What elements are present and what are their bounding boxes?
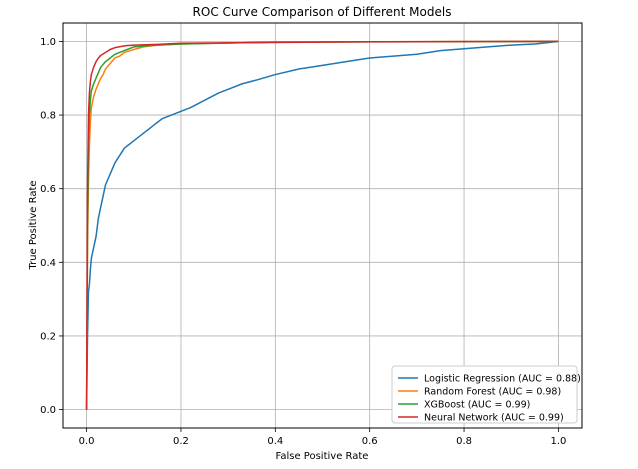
y-tick-label: 0.0 (40, 405, 56, 416)
legend-label: Neural Network (AUC = 0.99) (424, 413, 564, 424)
legend-label: Logistic Regression (AUC = 0.88) (424, 374, 581, 385)
x-tick-label: 1.0 (550, 436, 566, 447)
x-tick-label: 0.0 (79, 436, 95, 447)
legend-label: XGBoost (AUC = 0.99) (424, 400, 530, 411)
plot-frame (62, 22, 583, 429)
y-axis-ticks: 0.0 0.2 0.4 0.6 0.8 1.0 (40, 37, 63, 416)
legend: Logistic Regression (AUC = 0.88) Random F… (391, 365, 581, 424)
x-tick-label: 0.6 (362, 436, 378, 447)
y-tick-label: 0.6 (40, 184, 56, 195)
series-lines (85, 40, 559, 410)
x-tick-label: 0.2 (173, 436, 189, 447)
grid-lines (63, 23, 582, 428)
chart-title: ROC Curve Comparison of Different Models (193, 5, 452, 19)
x-axis-ticks: 0.0 0.2 0.4 0.6 0.8 1.0 (79, 428, 566, 447)
series-line-3 (85, 40, 559, 410)
x-axis-label: False Positive Rate (276, 451, 369, 462)
x-tick-label: 0.8 (456, 436, 472, 447)
series-line-2 (85, 40, 559, 410)
legend-label: Random Forest (AUC = 0.98) (424, 387, 561, 398)
legend-box (391, 365, 578, 424)
y-tick-label: 0.8 (40, 111, 56, 122)
y-axis-label: True Positive Rate (28, 180, 39, 270)
y-tick-label: 1.0 (40, 37, 56, 48)
y-tick-label: 0.2 (40, 331, 56, 342)
x-tick-label: 0.4 (267, 436, 283, 447)
series-line-1 (85, 40, 559, 410)
y-tick-label: 0.4 (40, 258, 56, 269)
series-line-0 (85, 40, 559, 410)
